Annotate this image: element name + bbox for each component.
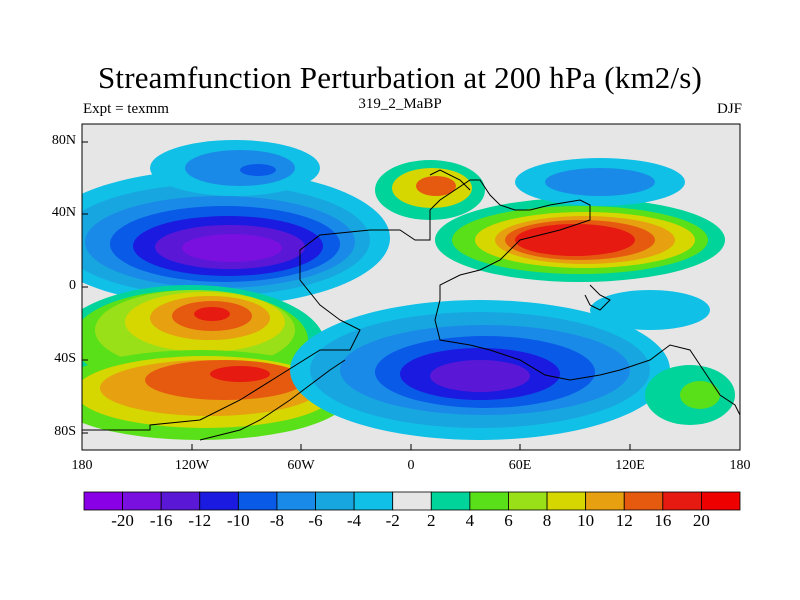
contour-neg-south-6 [430,360,530,392]
colorbar-label: 16 [654,511,672,530]
season-label: DJF [716,101,742,117]
colorbar-swatch [122,491,162,511]
colorbar-swatch [585,491,625,511]
lon-tick-label: 60E [508,458,532,473]
colorbar-label: -2 [385,511,400,530]
colorbar-swatch [662,491,702,511]
colorbar-swatch [199,491,239,511]
axis-ticks [82,141,631,450]
coastlines [82,169,740,441]
lat-tick-label: 80S [54,424,76,439]
colorbar-swatch [546,491,587,511]
colorbar-label: -6 [308,511,323,530]
colorbar-label: -4 [347,511,362,530]
colorbar-label: -12 [188,511,212,530]
lat-tick-label: 40N [51,205,76,220]
colorbar-label: 2 [427,511,436,530]
colorbar-swatch [353,491,394,511]
colorbar-swatch [160,491,201,511]
colorbar-swatch [701,491,741,511]
colorbar-swatch [469,491,509,511]
contour-pos-europe-3 [416,176,456,196]
lat-tick-label: 0 [69,278,76,293]
contour-pos-pacific-s-7 [194,307,230,321]
lon-tick-label: 120W [174,458,210,473]
colorbar-swatch [276,491,316,511]
lon-tick-label: 60W [287,458,315,473]
colorbar-label: -8 [269,511,285,530]
colorbar-label: 8 [542,511,552,530]
experiment-label: Expt = texmm [83,101,169,117]
colorbar-swatch [430,491,471,511]
contour-pos-se-2 [680,381,720,409]
colorbar [83,491,741,511]
contour-fill-layer [82,124,740,450]
colorbar-swatch [83,491,123,511]
contour-neg-pacific-n-7 [182,234,282,262]
coastline-main [82,179,740,431]
coastline-andes [199,359,346,441]
lon-tick-label: 180 [729,458,751,473]
colorbar-swatch [315,491,355,511]
colorbar-label: 12 [615,511,633,530]
colorbar-label: 4 [465,511,475,530]
colorbar-label: 10 [577,511,595,530]
contour-neg-arctic-3 [240,164,276,176]
lon-tick-label: 0 [407,458,415,473]
map-title: Streamfunction Perturbation at 200 hPa (… [97,60,703,95]
run-label: 319_2_MaBP [358,96,442,112]
colorbar-swatch [237,491,278,511]
lon-tick-label: 180 [71,458,93,473]
colorbar-label: 6 [504,511,513,530]
contour-neg-nasia-2 [545,168,655,196]
lat-tick-label: 80N [51,133,76,148]
contour-neg-equator-east [590,290,710,330]
lon-tick-label: 120E [615,458,645,473]
colorbar-label: 20 [692,511,710,530]
colorbar-label: -20 [111,511,134,530]
colorbar-swatch [623,491,664,511]
coastline-indonesia [584,284,611,311]
contour-pos-south-5 [210,366,270,382]
colorbar-swatch [508,491,548,511]
colorbar-label: -10 [227,511,250,530]
colorbar-swatch [392,491,432,511]
contour-neg-arctic-2 [185,150,295,186]
lat-tick-label: 40S [54,351,76,366]
contour-pos-asia-6 [515,224,635,256]
colorbar-label: -16 [149,511,173,530]
coastline-europe-north [429,169,471,191]
